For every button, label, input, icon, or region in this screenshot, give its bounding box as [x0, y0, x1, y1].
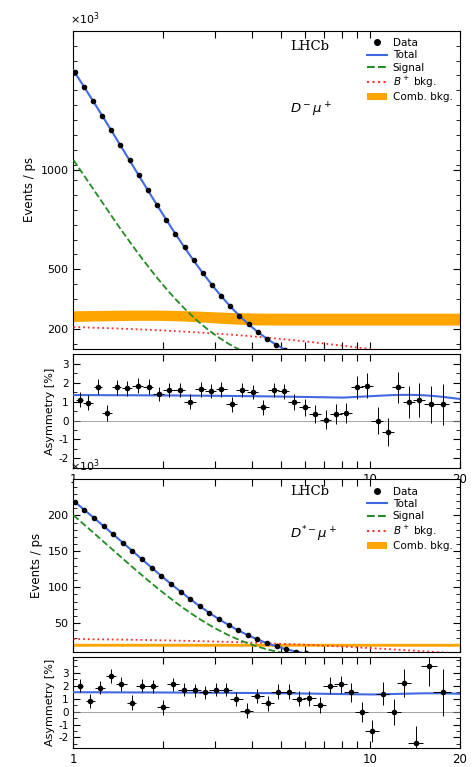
Text: LHCb: LHCb: [290, 485, 329, 498]
X-axis label: $t$ [ps]: $t$ [ps]: [249, 492, 284, 509]
Text: LHCb: LHCb: [290, 40, 329, 53]
Y-axis label: Events / ps: Events / ps: [23, 157, 36, 222]
Y-axis label: Asymmetry [%]: Asymmetry [%]: [46, 659, 55, 746]
Y-axis label: Events / ps: Events / ps: [30, 533, 43, 598]
Text: $D^{*-}\mu^+$: $D^{*-}\mu^+$: [290, 525, 337, 544]
Text: $\times 10^3$: $\times 10^3$: [70, 458, 100, 474]
Y-axis label: Asymmetry [%]: Asymmetry [%]: [46, 367, 55, 455]
Text: $\times 10^3$: $\times 10^3$: [70, 11, 100, 28]
Legend: Data, Total, Signal, $B^+$ bkg., Comb. bkg.: Data, Total, Signal, $B^+$ bkg., Comb. b…: [365, 485, 455, 553]
Text: $D^-\mu^+$: $D^-\mu^+$: [290, 100, 332, 119]
Legend: Data, Total, Signal, $B^+$ bkg., Comb. bkg.: Data, Total, Signal, $B^+$ bkg., Comb. b…: [365, 36, 455, 104]
